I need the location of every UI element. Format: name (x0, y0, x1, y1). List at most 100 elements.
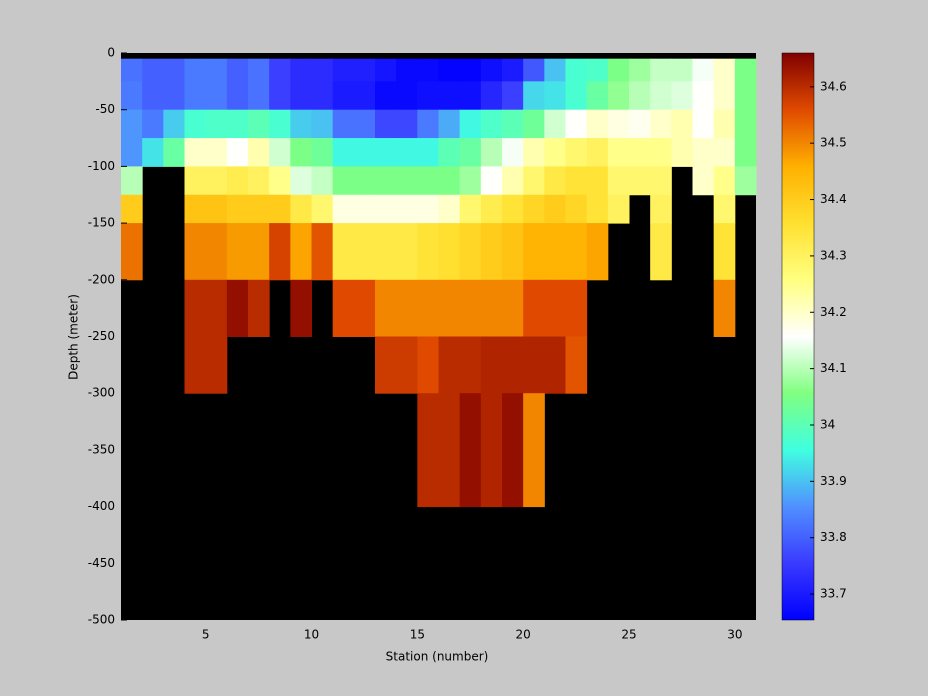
heatmap-cell (502, 279, 524, 337)
heatmap-cell (353, 138, 376, 167)
heatmap-cell (417, 166, 439, 196)
heatmap-cell (480, 109, 503, 139)
heatmap-cell (226, 109, 249, 139)
heatmap-cell (121, 81, 143, 111)
heatmap-cell (269, 223, 291, 281)
heatmap-cell (523, 58, 545, 82)
heatmap-cell (417, 223, 439, 281)
heatmap-cell (311, 138, 334, 167)
heatmap-cell (205, 58, 228, 82)
heatmap-cell (502, 393, 524, 508)
heatmap-cell (629, 138, 651, 167)
heatmap-cell (438, 166, 461, 196)
heatmap-cell (269, 58, 291, 82)
y-tick-label: -400 (88, 499, 115, 513)
heatmap-cell (480, 336, 503, 394)
heatmap-cell (417, 58, 439, 82)
y-tick-label: -350 (88, 442, 115, 456)
heatmap-cell (459, 279, 482, 337)
heatmap-cell (480, 58, 503, 82)
heatmap-cell (205, 223, 228, 281)
heatmap-cell (480, 223, 503, 281)
heatmap-cell (396, 279, 418, 337)
heatmap-cell (226, 81, 249, 111)
heatmap-cell (692, 166, 715, 196)
heatmap-cell (163, 138, 185, 167)
heatmap-cell (290, 138, 312, 167)
heatmap-cell (565, 109, 588, 139)
x-tick-label: 30 (727, 628, 742, 642)
heatmap-cell (353, 58, 376, 82)
heatmap-cell (353, 194, 376, 224)
heatmap-cell (544, 138, 566, 167)
heatmap-cell (311, 166, 334, 196)
heatmap-cell (226, 194, 249, 224)
heatmap-cell (438, 81, 461, 111)
heatmap-cell (248, 81, 270, 111)
colorbar-tick-label: 33.8 (820, 530, 847, 544)
heatmap-cell (332, 279, 355, 337)
heatmap-cell (607, 109, 630, 139)
heatmap-cell (375, 58, 397, 82)
heatmap-cell (650, 81, 672, 111)
heatmap-cell (502, 194, 524, 224)
colorbar-tick-label: 34.5 (820, 136, 847, 150)
heatmap-cell (396, 194, 418, 224)
heatmap-cell (459, 58, 482, 82)
heatmap-cell (248, 58, 270, 82)
heatmap-cell (269, 81, 291, 111)
heatmap-cell (544, 81, 566, 111)
heatmap-cell (142, 138, 164, 167)
heatmap-cell (544, 166, 566, 196)
heatmap-cell (544, 279, 566, 337)
heatmap-cell (163, 81, 185, 111)
heatmap-cell (734, 58, 757, 82)
heatmap-cell (459, 223, 482, 281)
heatmap-cell (163, 109, 185, 139)
y-tick-label: -450 (88, 556, 115, 570)
heatmap-cell (502, 138, 524, 167)
heatmap-cell (396, 223, 418, 281)
heatmap-cell (375, 336, 397, 394)
heatmap-cell (459, 194, 482, 224)
heatmap-cell (332, 58, 355, 82)
heatmap-cell (523, 81, 545, 111)
y-tick-label: -50 (95, 102, 115, 116)
heatmap-cell (332, 138, 355, 167)
heatmap-cell (248, 223, 270, 281)
heatmap-cell (396, 58, 418, 82)
heatmap-cell (417, 138, 439, 167)
heatmap-cell (650, 109, 672, 139)
heatmap-cell (248, 194, 270, 224)
heatmap-cell (226, 223, 249, 281)
colorbar (781, 52, 815, 621)
heatmap-cell (565, 58, 588, 82)
heatmap-cell (544, 109, 566, 139)
heatmap-cell (586, 58, 609, 82)
heatmap-cell (121, 166, 143, 196)
heatmap-cell (121, 58, 143, 82)
heatmap-cell (607, 138, 630, 167)
heatmap-cell (121, 223, 143, 281)
heatmap-cell (184, 58, 207, 82)
heatmap-cell (290, 109, 312, 139)
heatmap-cell (523, 109, 545, 139)
heatmap-cell (607, 58, 630, 82)
heatmap-cell (692, 138, 715, 167)
heatmap-cell (523, 393, 545, 508)
heatmap-cell (544, 194, 566, 224)
heatmap-cell (396, 109, 418, 139)
heatmap-cell (671, 81, 693, 111)
colorbar-tick-label: 34.1 (820, 361, 847, 375)
heatmap-cell (459, 109, 482, 139)
heatmap-cell (269, 166, 291, 196)
heatmap-cell (184, 166, 207, 196)
x-tick-label: 5 (202, 628, 210, 642)
heatmap-cell (586, 138, 609, 167)
y-axis-label: Depth (meter) (67, 294, 81, 380)
heatmap-cell (417, 81, 439, 111)
heatmap-cell (205, 166, 228, 196)
heatmap-cell (502, 223, 524, 281)
heatmap-cell (332, 166, 355, 196)
heatmap-cell (480, 194, 503, 224)
